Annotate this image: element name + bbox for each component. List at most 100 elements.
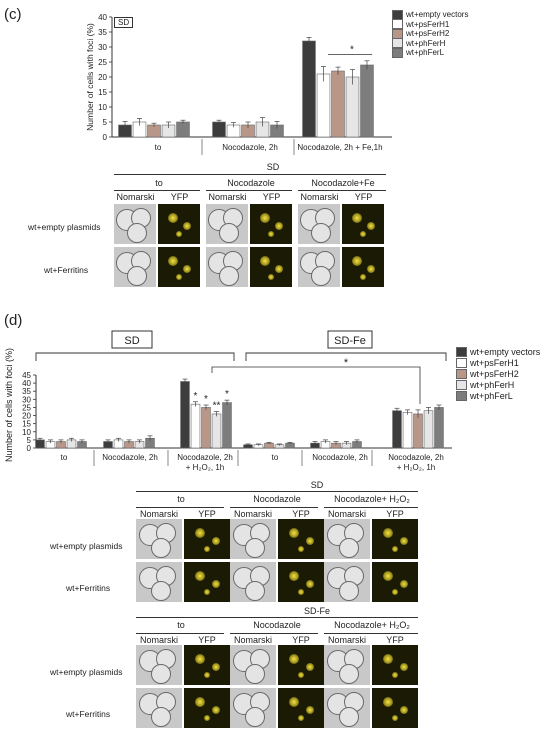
- chart-d-ytick-label-3: 15: [22, 420, 31, 429]
- foci-spot: [383, 571, 394, 581]
- chart-c-xlabel-0: to: [155, 143, 162, 152]
- foci-spot: [306, 537, 315, 545]
- legend-c-swatch-4: [392, 47, 403, 58]
- micro-d-sdfe-ch-yfp-0: YFP: [198, 635, 216, 645]
- legend-c-swatch-3: [392, 38, 403, 49]
- micro-d-sdfe-image-r0-c1: [184, 645, 230, 685]
- legend-d-item-3: wt+phFerH: [456, 379, 540, 390]
- chart-d-xlabel2-2: + H₂O₂, 1h: [186, 463, 224, 472]
- chart-d-bar-2-2: [201, 407, 211, 449]
- foci-spot: [351, 213, 362, 223]
- micro-d-sd-ch-yfp-2: YFP: [386, 509, 404, 519]
- legend-d-item-1: wt+psFerH1: [456, 357, 540, 368]
- micro-c-rule-2: [298, 190, 386, 191]
- micro-d-sdfe-row-1: wt+Ferritins: [66, 709, 111, 719]
- yeast-cell: [339, 580, 360, 601]
- micro-d-sdfe-cond-1: Nocodazole: [253, 620, 301, 630]
- micro-d-sdfe-cond-0: to: [177, 620, 185, 630]
- yeast-cell: [127, 222, 148, 243]
- foci-spot: [298, 546, 304, 552]
- micro-c-image-r1-c2: [206, 247, 248, 287]
- legend-d-swatch-2: [456, 368, 467, 379]
- micro-c-image-r0-c4: [298, 204, 340, 244]
- foci-spot: [167, 213, 178, 223]
- foci-spot: [392, 715, 398, 721]
- micro-d-sdfe-image-r1-c1: [184, 688, 230, 728]
- chart-c-ytick-label-3: 15: [98, 88, 107, 97]
- micro-d-sdfe-cond-2: Nocodazole+ H₂O₂: [334, 620, 410, 630]
- chart-c-bar-0-4: [176, 121, 190, 138]
- chart-d-group-box-1: [327, 330, 373, 349]
- micro-d-sd-image-r0-c3: [278, 519, 324, 559]
- foci-spot: [392, 546, 398, 552]
- foci-spot: [204, 715, 210, 721]
- chart-c-bar-2-4: [360, 64, 374, 138]
- chart-d-bar-2-3: [211, 413, 222, 449]
- micro-c-row-1: wt+Ferritins: [44, 265, 89, 275]
- chart-d-ytick-label-0: 0: [27, 444, 32, 453]
- foci-spot: [195, 571, 206, 581]
- chart-d-xlabel2-5: + H₂O₂, 1h: [397, 463, 435, 472]
- foci-spot: [275, 222, 284, 230]
- chart-d-ytick-label-1: 5: [27, 436, 32, 445]
- chart-c-bar-2-1: [316, 73, 331, 138]
- chart-d-ylabel: Number of cells with foci (%): [4, 348, 14, 462]
- chart-c-ytick-label-5: 25: [98, 58, 107, 67]
- foci-spot: [259, 256, 270, 266]
- legend-d-swatch-4: [456, 390, 467, 401]
- yeast-cell: [151, 537, 172, 558]
- chart-c-ytick-label-2: 10: [98, 103, 107, 112]
- micro-d-sdfe-image-r0-c5: [372, 645, 418, 685]
- micro-d-sd-cond-2: Nocodazole+ H₂O₂: [334, 494, 410, 504]
- legend-d-item-4: wt+phFerL: [456, 390, 540, 401]
- yeast-cell: [245, 663, 266, 684]
- micro-d-sdfe-ch-nom-2: Nomarski: [327, 635, 366, 645]
- chart-d-xlabel-3: to: [272, 453, 279, 462]
- micro-d-sd-ch-nom-1: Nomarski: [233, 509, 272, 519]
- foci-spot: [298, 672, 304, 678]
- foci-spot: [212, 663, 221, 671]
- micro-c-ch-yfp-1: YFP: [262, 192, 281, 202]
- micro-c-image-r0-c0: [114, 204, 156, 244]
- legend-c-item-0: wt+empty vectors: [392, 9, 468, 20]
- micro-d-sd-rule-2: [324, 507, 418, 508]
- micro-d-sd-title: SD: [310, 480, 324, 490]
- chart-d-bar-2-1: [190, 403, 201, 449]
- chart-d-bracket-sd: [35, 352, 235, 361]
- micro-d-sdfe-image-r1-c2: [230, 688, 276, 728]
- foci-spot: [400, 537, 409, 545]
- legend-d-label-4: wt+phFerL: [470, 390, 513, 401]
- foci-spot: [298, 715, 304, 721]
- micro-d-sd-rule: [136, 491, 418, 492]
- foci-spot: [195, 697, 206, 707]
- legend-d-item-2: wt+psFerH2: [456, 368, 540, 379]
- micro-d-sd-image-r0-c1: [184, 519, 230, 559]
- legend-d-swatch-1: [456, 357, 467, 368]
- foci-spot: [289, 571, 300, 581]
- chart-d-bar-star-0: *: [194, 391, 198, 402]
- micro-c-rule-1: [206, 190, 292, 191]
- micro-d-sdfe-rule-0: [136, 633, 224, 634]
- foci-spot: [351, 256, 362, 266]
- foci-spot: [183, 265, 192, 273]
- micro-d-sd-ch-yfp-1: YFP: [292, 509, 310, 519]
- micro-d-sdfe-image-r0-c2: [230, 645, 276, 685]
- micro-d-sdfe-image-r0-c4: [324, 645, 370, 685]
- foci-spot: [183, 222, 192, 230]
- chart-d-group-label-0: SD: [124, 335, 139, 347]
- legend-d-item-0: wt+empty vectors: [456, 346, 540, 357]
- chart-d-ytick-label-7: 35: [22, 387, 31, 396]
- chart-c-ytick-label-4: 20: [98, 73, 107, 82]
- yeast-cell: [311, 265, 332, 286]
- micro-d-sd-image-r1-c2: [230, 562, 276, 602]
- chart-c-bar-1-0: [212, 121, 226, 138]
- micro-c-ch-yfp-2: YFP: [354, 192, 373, 202]
- chart-d-ytick-label-9: 45: [22, 371, 31, 380]
- panel-d-letter: (d): [4, 312, 23, 329]
- foci-spot: [268, 274, 274, 280]
- micro-c-ch-yfp-0: YFP: [170, 192, 189, 202]
- chart-d-xlabel-5: Nocodazole, 2h: [388, 453, 444, 462]
- micro-d-sdfe-image-r1-c5: [372, 688, 418, 728]
- micro-d-sdfe-rule: [136, 617, 418, 618]
